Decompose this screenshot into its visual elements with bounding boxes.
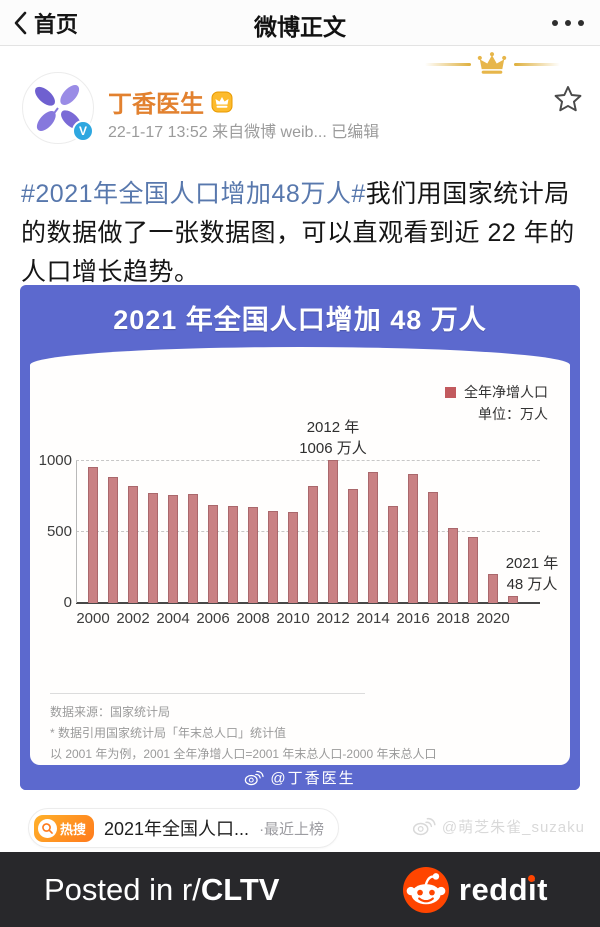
hashtag-link[interactable]: #2021年全国人口增加48万人# (21, 180, 366, 208)
chart-watermark-band: @丁香医生 (20, 765, 580, 790)
favorite-star-button[interactable] (552, 84, 584, 116)
reddit-banner: Posted in r/CLTV reddit (0, 852, 600, 927)
chart-note-2: 以 2001 年为例，2001 全年净增人口=2001 年末总人口-2000 年… (50, 747, 437, 761)
chart-note-1: * 数据引用国家统计局「年末总人口」统计值 (50, 726, 287, 740)
chart-divider (50, 693, 365, 694)
post-body: 我们用国家统计局的数据做了一张数据图，可以直观看到近 22 年的人口增长趋势。 (21, 180, 575, 286)
hot-search-pill[interactable]: 热搜 2021年全国人口... ·最近上榜 (28, 808, 340, 848)
i-dot-icon (527, 874, 535, 882)
legend-swatch (445, 386, 456, 398)
chart-image[interactable]: 2021 年全国人口增加 48 万人 全年净增人口 单位：万人 2012 年 1… (20, 285, 580, 790)
user-watermark-text: @萌芝朱雀_suzaku (441, 819, 585, 836)
weibo-logo-icon (245, 770, 265, 785)
vip-crown-decoration (425, 50, 560, 80)
decor-line-right (514, 63, 560, 66)
hot-search-title: 2021年全国人口... (104, 819, 250, 839)
timestamp: 22-1-17 13:52 (108, 124, 208, 141)
legend-label: 全年净增人口 (464, 384, 548, 400)
chart-watermark-text: @丁香医生 (270, 770, 356, 787)
posted-prefix: Posted in r/ (44, 871, 201, 907)
post-source[interactable]: 来自微博 weib... (212, 124, 327, 141)
reddit-logo-icon (402, 866, 449, 913)
chart-legend: 全年净增人口 单位：万人 (445, 381, 548, 425)
nav-bar: 首页 微博正文 (0, 0, 600, 46)
crown-icon (477, 52, 507, 74)
subreddit-name: CLTV (200, 871, 280, 907)
user-watermark: @萌芝朱雀_suzaku (412, 816, 585, 837)
reddit-wordmark: reddit (458, 871, 548, 907)
membership-crown-badge-icon (211, 91, 233, 112)
back-chevron-icon (14, 11, 27, 35)
chart-title: 2021 年全国人口增加 48 万人 (113, 305, 487, 335)
more-button[interactable] (552, 12, 584, 34)
verified-v-badge-icon: V (72, 120, 94, 142)
edited-label: 已编辑 (331, 124, 380, 141)
annotation-2012: 2012 年 1006 万人 (299, 419, 367, 457)
reddit-brand: reddit (402, 852, 548, 927)
more-dots-icon (552, 20, 558, 26)
banner-text: Posted in r/CLTV (44, 872, 279, 908)
back-button[interactable]: 首页 (12, 8, 78, 38)
post-text: #2021年全国人口增加48万人#我们用国家统计局的数据做了一张数据图，可以直观… (21, 175, 581, 292)
post-meta: 22-1-17 13:52 来自微博 weib... 已编辑 (108, 118, 379, 142)
decor-line-left (425, 63, 471, 66)
annotation-2021: 2021 年 48 万人 (505, 555, 559, 593)
chart-card (30, 347, 570, 765)
hot-search-status: ·最近上榜 (259, 820, 325, 838)
page-title: 微博正文 (254, 14, 346, 40)
search-icon (38, 818, 57, 838)
star-icon (554, 86, 582, 112)
hot-search-badge-label: 热搜 (60, 821, 87, 837)
unit-label: 单位：万人 (478, 406, 548, 422)
weibo-logo-icon (412, 817, 436, 836)
chart-source: 数据来源：国家统计局 (50, 705, 171, 719)
author-name[interactable]: 丁香医生 (108, 91, 204, 118)
back-label: 首页 (34, 12, 79, 37)
hot-search-badge: 热搜 (34, 814, 95, 842)
